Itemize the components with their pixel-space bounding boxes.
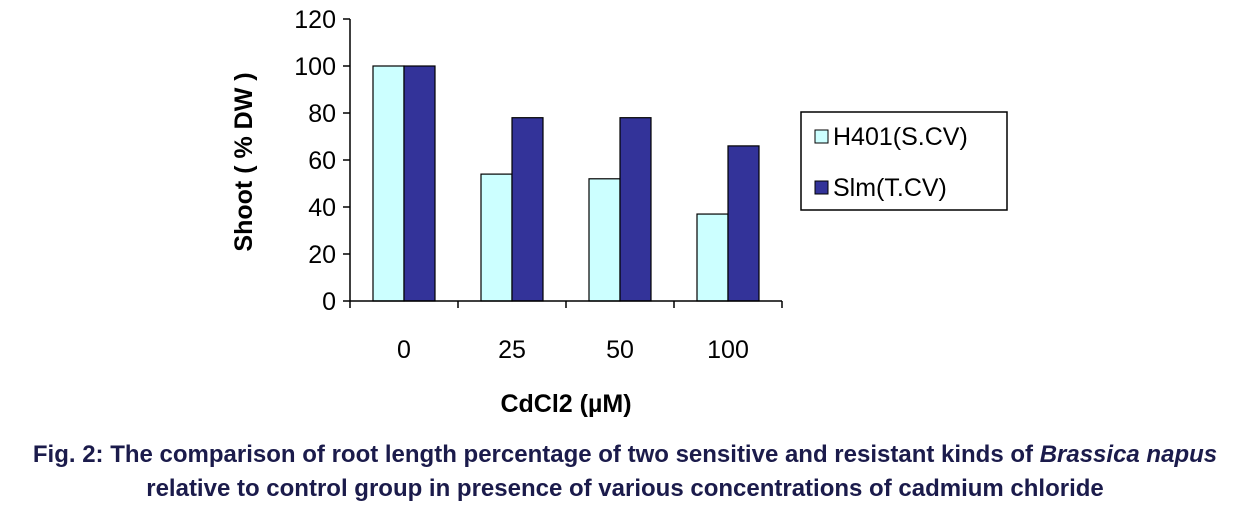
caption-lead: Fig. 2: The comparison of root length pe…	[32, 441, 1040, 468]
bar-slm-50	[619, 117, 652, 302]
ticks-layer: 0 25 50 100 0 20 40 60 80 100 120	[294, 6, 749, 364]
caption-species: Brassica napus	[1039, 441, 1218, 468]
x-tick-label: 0	[397, 336, 411, 364]
bar-slm-25	[511, 117, 544, 302]
legend-box	[800, 111, 1008, 211]
bar-slm-100	[727, 145, 760, 302]
legend-swatch-slm	[814, 180, 829, 195]
caption-tail: relative to control group in presence of…	[146, 475, 1104, 502]
bars-layer	[372, 65, 760, 302]
bar-h401-100	[696, 213, 729, 302]
y-tick-label: 20	[308, 241, 336, 269]
bar-chart: 0 25 50 100 0 20 40 60 80 100 120 Shoot ( % DW ) C…	[230, 6, 1008, 418]
legend-label-h401: H401(S.CV)	[833, 123, 968, 151]
y-tick-label: 120	[294, 6, 336, 34]
axes-layer	[343, 18, 783, 308]
legend-swatch-h401	[814, 129, 829, 144]
bar-h401-25	[480, 173, 513, 302]
figure-caption: Fig. 2: The comparison of root length pe…	[0, 438, 1250, 506]
y-tick-label: 40	[308, 194, 336, 222]
y-tick-label: 80	[308, 100, 336, 128]
bar-h401-50	[588, 178, 621, 302]
x-tick-label: 50	[606, 336, 634, 364]
legend: H401(S.CV) Slm(T.CV)	[800, 111, 1008, 211]
y-tick-label: 100	[294, 53, 336, 81]
x-tick-label: 100	[707, 336, 749, 364]
legend-label-slm: Slm(T.CV)	[833, 174, 947, 202]
y-tick-label: 0	[322, 288, 336, 316]
y-tick-label: 60	[308, 147, 336, 175]
x-axis-title: CdCl2 (µM)	[500, 390, 631, 418]
bar-h401-0	[372, 65, 405, 302]
bar-slm-0	[403, 65, 436, 302]
y-axis-title: Shoot ( % DW )	[230, 72, 258, 251]
x-tick-label: 25	[498, 336, 526, 364]
